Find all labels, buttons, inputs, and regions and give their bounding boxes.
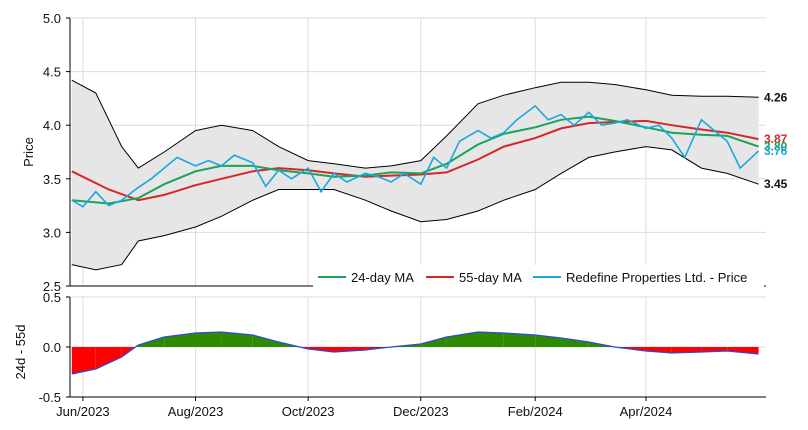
oscillator-axis-label: 24d - 55d [13, 325, 28, 380]
ma24-line [71, 115, 759, 205]
end-value-label: 3.76 [764, 144, 788, 158]
oscillator-area [71, 332, 759, 374]
legend-label-ma55: 55-day MA [459, 270, 522, 285]
price-y-tick-label: 2.5 [43, 279, 61, 294]
oscillator-y-tick-label: 0.5 [43, 290, 61, 305]
price-y-tick-label: 3.0 [43, 225, 61, 240]
x-tick-label: Dec/2023 [393, 404, 449, 419]
end-value-label: 3.80 [764, 140, 788, 154]
end-value-labels: 4.26 3.873.803.76 3.45 [764, 90, 788, 191]
x-axis-ticks: Jun/2023 Aug/2023 Oct/2023 Dec/2023 Feb/2024… [56, 397, 672, 419]
oscillator-positive-area [420, 337, 447, 347]
oscillator-positive-area [561, 338, 589, 347]
end-value-label: 4.26 [764, 90, 788, 104]
oscillator-negative-area [95, 347, 122, 369]
lower-band-line [71, 146, 759, 271]
oscillator-positive-area [503, 333, 536, 347]
x-tick-label: Apr/2024 [620, 404, 673, 419]
oscillator-positive-area [252, 335, 279, 347]
price-y-tick-label: 4.0 [43, 118, 61, 133]
ma55-line [71, 119, 759, 202]
oscillator-negative-area [727, 347, 759, 354]
oscillator-y-tick-label: 0.0 [43, 340, 61, 355]
legend-label-ma24: 24-day MA [351, 270, 414, 285]
legend-label-price: Redefine Properties Ltd. - Price [566, 270, 747, 285]
oscillator-positive-area [195, 332, 222, 347]
oscillator-y-tick-label: -0.5 [39, 390, 61, 405]
x-tick-label: Feb/2024 [508, 404, 563, 419]
oscillator-axes: -0.5 0.0 0.5 [39, 290, 766, 405]
upper-band-line [71, 79, 759, 169]
oscillator-line [71, 331, 759, 375]
oscillator-positive-area [535, 335, 562, 347]
price-line [71, 104, 760, 208]
x-tick-label: Aug/2023 [168, 404, 224, 419]
x-tick-label: Jun/2023 [56, 404, 110, 419]
price-y-tick-label: 3.5 [43, 172, 61, 187]
oscillator-negative-area [671, 347, 702, 353]
oscillator-negative-area [71, 347, 96, 374]
price-axis-label: Price [21, 137, 36, 167]
x-tick-label: Oct/2023 [282, 404, 335, 419]
legend: 24-day MA 55-day MA Redefine Properties … [313, 265, 764, 287]
price-y-tick-label: 5.0 [43, 11, 61, 26]
oscillator-negative-area [334, 347, 366, 352]
end-value-label: 3.87 [764, 132, 788, 146]
price-y-tick-label: 4.5 [43, 65, 61, 80]
end-value-label: 3.45 [764, 177, 788, 191]
oscillator-positive-area [478, 332, 504, 347]
oscillator-positive-area [221, 332, 253, 347]
